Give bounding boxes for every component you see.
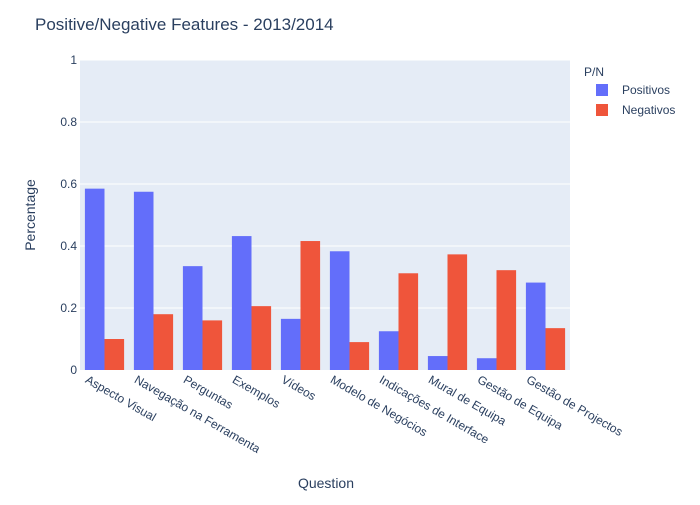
bar-negativos: [300, 241, 321, 370]
legend-swatch: [596, 84, 608, 96]
legend-label: Negativos: [622, 103, 675, 117]
y-tick-label: 1: [70, 53, 77, 67]
bar-negativos: [447, 254, 468, 370]
y-tick-label: 0.4: [60, 239, 77, 253]
bar-positivos: [427, 356, 448, 370]
bar-negativos: [202, 320, 223, 370]
legend: P/N Positivos Negativos: [584, 65, 675, 117]
bar-positivos: [182, 266, 203, 370]
bar-positivos: [378, 331, 399, 370]
bar-negativos: [104, 339, 125, 370]
bar-positivos: [329, 251, 350, 370]
bar-negativos: [349, 342, 370, 370]
gridlines: [80, 59, 570, 309]
bar-negativos: [496, 270, 517, 370]
bar-positivos: [525, 282, 546, 370]
bar-positivos: [231, 236, 252, 370]
bar-positivos: [476, 358, 497, 370]
legend-title: P/N: [584, 65, 604, 79]
bars: [84, 188, 566, 370]
legend-items: Positivos Negativos: [596, 83, 675, 117]
x-tick-label: Vídeos: [279, 372, 318, 403]
x-tick-label: Gestão de Equipa: [475, 372, 565, 432]
bar-positivos: [84, 188, 105, 370]
chart-title: Positive/Negative Features - 2013/2014: [35, 15, 334, 34]
y-axis-ticks: 0 0.2 0.4 0.6 0.8 1: [60, 53, 77, 377]
y-tick-label: 0.2: [60, 301, 77, 315]
bar-negativos: [398, 273, 419, 370]
y-tick-label: 0.8: [60, 115, 77, 129]
x-tick-label: Exemplos: [230, 372, 283, 410]
bar-negativos: [153, 314, 174, 370]
x-axis-title: Question: [298, 475, 354, 491]
y-axis-title: Percentage: [22, 179, 38, 251]
legend-swatch: [596, 104, 608, 116]
bar-positivos: [133, 191, 154, 370]
bar-negativos: [545, 328, 566, 370]
bar-positivos: [280, 318, 301, 370]
y-tick-label: 0.6: [60, 177, 77, 191]
legend-label: Positivos: [622, 83, 670, 97]
y-tick-label: 0: [70, 363, 77, 377]
bar-negativos: [251, 306, 272, 370]
